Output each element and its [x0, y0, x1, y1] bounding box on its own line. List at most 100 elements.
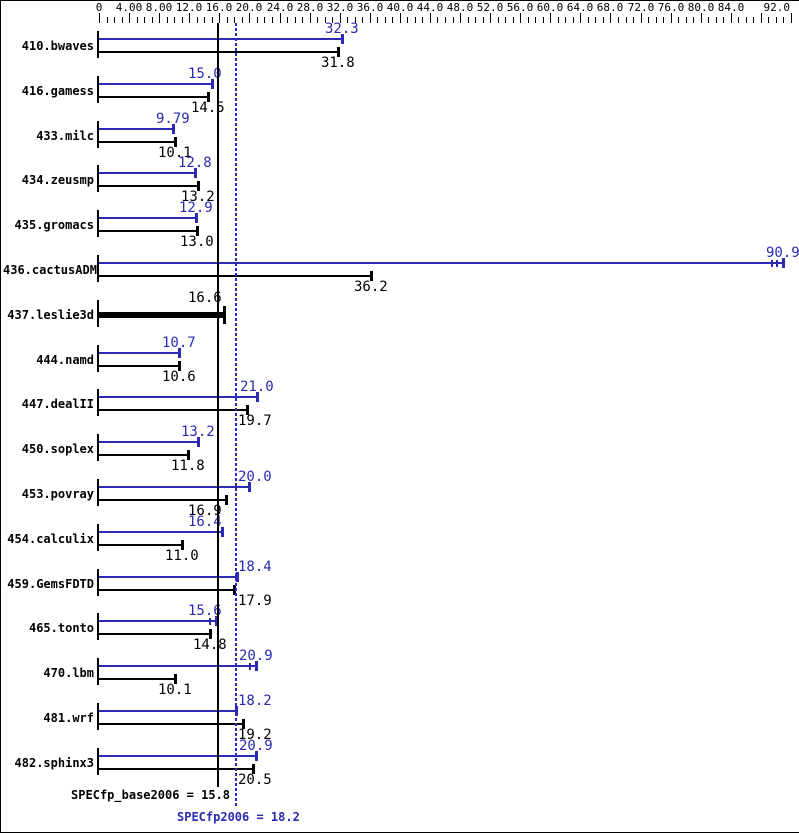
row-start-cap — [97, 524, 99, 551]
benchmark-label: 434.zeusmp — [21, 173, 94, 187]
base-bar-end-cap — [225, 495, 228, 505]
peak-bar — [99, 486, 249, 488]
axis-tick-major — [520, 13, 521, 23]
axis-tick-major — [610, 13, 611, 23]
axis-tick-minor — [505, 17, 506, 23]
base-bar — [99, 723, 243, 725]
peak-bar — [99, 531, 222, 533]
peak-value-label: 20.9 — [239, 648, 273, 664]
base-mean-line — [217, 23, 219, 787]
peak-bar-end-cap — [197, 437, 200, 447]
axis-tick-minor — [234, 17, 235, 23]
axis-tick-major — [129, 13, 130, 23]
benchmark-label: 454.calculix — [7, 532, 94, 546]
row-start-cap — [97, 76, 99, 103]
axis-tick-major — [219, 13, 220, 23]
base-bar-end-cap — [242, 719, 245, 729]
peak-bar-end-cap — [195, 213, 198, 223]
axis-tick-minor — [422, 17, 423, 23]
benchmark-label: 416.gamess — [21, 84, 94, 98]
row-start-cap — [97, 121, 99, 148]
peak-bar — [99, 576, 237, 578]
axis-tick-major — [460, 13, 461, 23]
peak-bar-end-cap — [236, 572, 239, 582]
base-bar-end-cap — [187, 450, 190, 460]
axis-tick-minor — [468, 17, 469, 23]
peak-bar-end-cap — [172, 124, 175, 134]
axis-tick-minor — [693, 17, 694, 23]
benchmark-label: 482.sphinx3 — [14, 756, 94, 770]
axis-tick-minor — [377, 17, 378, 23]
base-bar-end-cap — [196, 226, 199, 236]
base-bar — [99, 365, 179, 367]
base-value-label: 13.0 — [180, 234, 214, 250]
axis-tick-minor — [287, 17, 288, 23]
base-bar — [99, 589, 234, 591]
axis-tick-minor — [174, 17, 175, 23]
base-value-label: 19.7 — [238, 413, 272, 429]
peak-value-label: 90.9 — [766, 245, 799, 261]
axis-tick-major — [761, 13, 762, 23]
axis-tick-minor — [603, 17, 604, 23]
peak-bar — [99, 755, 256, 757]
benchmark-label: 433.milc — [36, 129, 94, 143]
axis-tick-minor — [264, 17, 265, 23]
peak-bar — [99, 172, 195, 174]
axis-tick-minor — [558, 17, 559, 23]
base-bar-end-cap — [178, 361, 181, 371]
axis-tick-minor — [678, 17, 679, 23]
base-bar-end-cap — [174, 137, 177, 147]
axis-tick-minor — [295, 17, 296, 23]
peak-value-label: 18.4 — [238, 559, 272, 575]
axis-tick-minor — [573, 17, 574, 23]
peak-bar — [99, 83, 212, 85]
peak-bar-end-cap — [255, 661, 258, 671]
base-bar-end-cap — [174, 674, 177, 684]
axis-tick-minor — [107, 17, 108, 23]
single-bar — [99, 312, 224, 318]
benchmark-label: 465.tonto — [28, 621, 94, 635]
axis-tick-minor — [332, 17, 333, 23]
benchmark-label: 410.bwaves — [21, 39, 94, 53]
axis-tick-label: 76.0 — [657, 1, 685, 14]
axis-tick-major — [340, 13, 341, 23]
peak-value-label: 20.9 — [239, 738, 273, 754]
base-bar-end-cap — [181, 540, 184, 550]
axis-tick-label: 40.0 — [386, 1, 414, 14]
base-value-label: 16.6 — [188, 290, 222, 306]
peak-bar-end-cap — [782, 258, 785, 268]
peak-bar — [99, 352, 179, 354]
benchmark-label: 481.wrf — [43, 711, 94, 725]
base-summary-text: SPECfp_base2006 = 15.8 — [71, 788, 230, 802]
peak-value-label: 15.6 — [188, 603, 222, 619]
axis-tick-label: 56.0 — [506, 1, 534, 14]
axis-tick-minor — [197, 17, 198, 23]
axis-tick-label: 48.0 — [446, 1, 474, 14]
axis-tick-major — [671, 13, 672, 23]
base-bar — [99, 768, 253, 770]
base-bar-end-cap — [207, 92, 210, 102]
axis-tick-major — [249, 13, 250, 23]
axis-tick-minor — [738, 17, 739, 23]
axis-tick-minor — [407, 17, 408, 23]
axis-tick-major — [791, 13, 792, 23]
axis-tick-minor — [513, 17, 514, 23]
peak-summary-text: SPECfp2006 = 18.2 — [177, 810, 300, 824]
axis-tick-label: 92.0 — [763, 1, 791, 14]
axis-tick-minor — [445, 17, 446, 23]
benchmark-label: 453.povray — [21, 487, 94, 501]
benchmark-label: 436.cactusADM — [3, 263, 97, 277]
base-bar — [99, 544, 182, 546]
axis-tick-label: 4.00 — [115, 1, 143, 14]
peak-bar — [99, 396, 257, 398]
axis-tick-label: 0 — [95, 1, 103, 14]
axis-tick-minor — [415, 17, 416, 23]
axis-tick-minor — [753, 17, 754, 23]
row-start-cap — [97, 300, 99, 327]
axis-tick-minor — [137, 17, 138, 23]
axis-tick-label: 36.0 — [356, 1, 384, 14]
axis-tick-major — [189, 13, 190, 23]
axis-tick-minor — [528, 17, 529, 23]
axis-tick-minor — [152, 17, 153, 23]
